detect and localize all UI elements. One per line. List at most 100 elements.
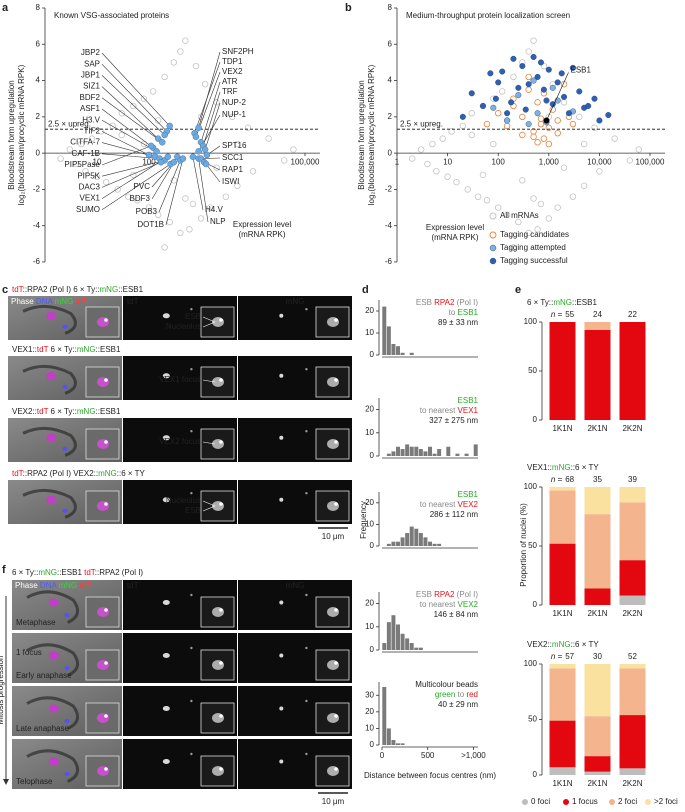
hist-bar: [409, 526, 414, 546]
bar-segment: [584, 514, 611, 589]
bar-segment: [619, 768, 646, 775]
data-point: [510, 244, 517, 251]
data-point: [192, 62, 200, 70]
nucleus: [48, 757, 59, 766]
data-point: [560, 80, 568, 88]
bar-segment: [549, 668, 576, 721]
cell-outline: [26, 643, 80, 677]
y-tick-label: -4: [33, 221, 41, 230]
data-point: [545, 140, 552, 148]
annotation: 1 focus: [16, 648, 42, 657]
data-point: [530, 195, 537, 202]
annotation: 89 ± 33 nm: [438, 318, 478, 327]
inset-signal: [104, 440, 108, 444]
panel-label: c: [2, 284, 8, 296]
kinetoplast: [64, 772, 70, 776]
panel-label: f: [2, 564, 6, 576]
leader-line: [101, 163, 171, 211]
data-point: [515, 92, 522, 99]
hist-bar: [391, 451, 396, 456]
y-tick-label: 100: [524, 482, 538, 491]
data-point: [459, 113, 466, 120]
hist-bar: [418, 533, 423, 546]
annotation: to nearest VEX2: [420, 600, 479, 609]
data-point: [102, 178, 110, 186]
y-tick-label: 10: [365, 328, 374, 337]
hist-bar: [391, 541, 396, 546]
bar-segment: [584, 588, 611, 605]
data-point: [464, 186, 471, 193]
data-point: [534, 226, 541, 233]
legend-marker: [563, 799, 569, 805]
text-segment: tdT: [37, 345, 49, 354]
channel-label: mNG: [286, 581, 305, 590]
legend-label: 2 foci: [618, 797, 637, 806]
kinetoplast: [64, 719, 70, 723]
y-tick-label: 20: [365, 306, 374, 315]
data-point: [596, 117, 603, 124]
annotation: ESB1: [458, 490, 479, 499]
hist-bar: [409, 446, 414, 456]
y-tick-label: -6: [385, 257, 393, 266]
annotation: Nucleolus: [166, 496, 201, 505]
data-point: [161, 244, 168, 251]
data-point: [534, 110, 541, 117]
leader-line: [101, 156, 168, 199]
hist-bar: [428, 446, 432, 456]
data-point: [66, 146, 74, 153]
signal: [279, 759, 284, 764]
pointer: [202, 379, 216, 383]
signal: [190, 646, 193, 650]
data-point: [474, 193, 482, 200]
data-point: [534, 99, 541, 106]
legend-marker: [489, 257, 497, 265]
data-point: [537, 120, 545, 128]
bar-segment: [584, 329, 611, 420]
chart-title: Known VSG-associated proteins: [54, 11, 169, 20]
channel-label: mNG: [286, 297, 305, 306]
x-tick-label: 10,000: [587, 157, 612, 166]
highlight-point: [170, 158, 178, 166]
data-point: [510, 55, 517, 62]
data-point: [626, 157, 634, 164]
y-tick-label: 0: [36, 148, 41, 157]
highlight-point: [153, 148, 160, 155]
data-point: [213, 164, 220, 171]
text-segment: ::6 × TY: [117, 469, 146, 478]
text-segment: 286 ± 112 nm: [430, 510, 479, 519]
data-point: [554, 129, 561, 137]
inset-signal: [97, 607, 109, 617]
cell-outline: [26, 749, 80, 783]
inset-signal: [97, 766, 109, 776]
annotation: Multicolour beads: [415, 680, 478, 689]
signal: [305, 752, 308, 756]
point-label: DAC3: [79, 183, 101, 192]
y-axis-label: log₂(bloodstream/procyclic mRNA RPK): [17, 64, 26, 205]
inset-signal: [104, 378, 108, 382]
y-tick-label: 50: [528, 715, 537, 724]
chart-title: 6 × Ty::mNG::ESB1: [527, 298, 597, 307]
inset-signal: [212, 501, 224, 511]
text-segment: mNG: [553, 298, 572, 307]
text-segment: Phase: [11, 297, 34, 306]
x-axis-label: Distance between focus centres (nm): [364, 771, 496, 780]
panel-label: a: [2, 2, 9, 14]
point-label: PIP5Pase: [64, 160, 100, 169]
data-point: [281, 157, 288, 164]
inset-signal: [327, 501, 339, 511]
hist-bar: [396, 541, 400, 546]
row-title: 6 × Ty::mNG::ESB1 tdT::RPA2 (Pol I): [12, 568, 143, 577]
annotation: 327 ± 275 nm: [429, 416, 478, 425]
signal: [305, 308, 308, 311]
bar-segment: [549, 487, 576, 491]
data-point: [545, 215, 552, 222]
data-point: [495, 110, 502, 117]
y-tick-label: 0: [370, 740, 375, 749]
panel-label: e: [515, 284, 521, 296]
hist-bar: [386, 728, 391, 745]
annotation: VEX2 focus: [159, 437, 201, 446]
inset-signal: [334, 440, 338, 444]
bar-segment: [619, 560, 646, 596]
text-segment: ESB: [416, 298, 434, 307]
y-tick-label: 20: [365, 405, 374, 414]
